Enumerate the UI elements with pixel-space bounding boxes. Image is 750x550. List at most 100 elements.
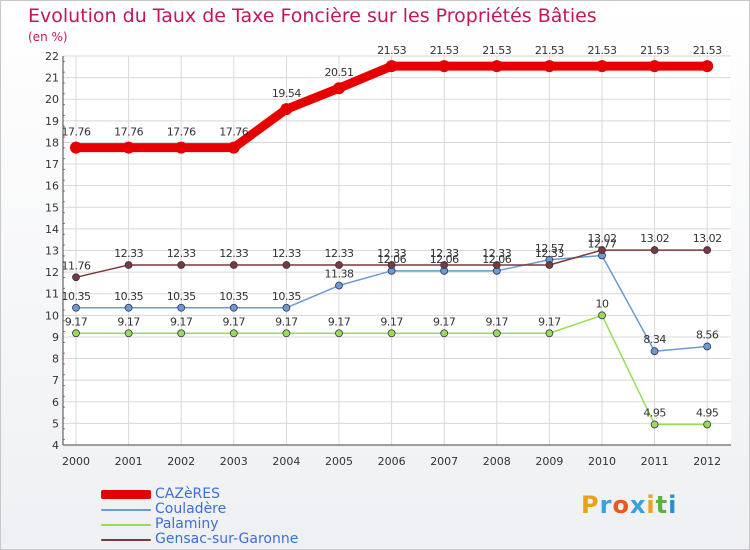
data-point — [543, 60, 556, 73]
data-point — [492, 261, 501, 269]
data-point — [440, 261, 449, 269]
data-point — [175, 141, 188, 154]
legend-label: Palaminy — [155, 516, 219, 532]
data-label: 21.53 — [535, 44, 564, 57]
data-label: 12.33 — [219, 247, 248, 260]
legend-swatch — [101, 508, 151, 511]
data-label: 12.33 — [430, 247, 459, 260]
data-label: 12.06 — [482, 253, 511, 266]
legend-label: Couladère — [155, 501, 227, 517]
data-label: 20.51 — [325, 66, 354, 79]
legend-swatch — [101, 538, 151, 541]
data-point — [650, 347, 659, 356]
y-tick-label: 19 — [45, 115, 59, 128]
data-label: 11.38 — [325, 268, 354, 281]
data-point — [70, 141, 82, 154]
data-point — [229, 303, 238, 312]
data-label: 8.56 — [696, 328, 719, 341]
data-point — [282, 261, 291, 269]
data-label: 21.53 — [377, 44, 406, 57]
data-point — [124, 261, 133, 269]
legend-label: CAZèRES — [155, 486, 221, 502]
y-tick-label: 20 — [45, 93, 59, 106]
data-label: 11.76 — [62, 259, 91, 272]
data-label: 12.33 — [114, 247, 143, 260]
data-label: 13.02 — [693, 232, 722, 245]
data-point — [650, 420, 659, 429]
data-label: 19.54 — [272, 87, 301, 100]
data-point — [490, 60, 503, 73]
x-tick-label: 2000 — [62, 455, 90, 468]
data-point — [545, 329, 554, 338]
data-label: 10.35 — [62, 290, 91, 303]
data-label: 17.76 — [167, 126, 196, 139]
data-label: 9.17 — [380, 315, 403, 328]
chart-title: Evolution du Taux de Taxe Foncière sur l… — [28, 5, 597, 27]
data-point — [387, 329, 396, 338]
data-point — [596, 60, 608, 73]
data-label: 12.33 — [167, 247, 196, 260]
data-point — [598, 311, 606, 320]
y-tick-label: 11 — [45, 288, 59, 301]
data-label: 12.06 — [430, 253, 459, 266]
data-point — [177, 261, 186, 269]
data-label: 12.33 — [377, 247, 406, 260]
data-point — [227, 141, 240, 154]
data-point — [701, 60, 714, 73]
data-label: 4.95 — [696, 406, 719, 419]
y-tick-label: 10 — [45, 309, 59, 322]
x-tick-label: 2002 — [167, 455, 195, 468]
data-point — [72, 273, 80, 282]
data-point — [229, 261, 238, 269]
x-tick-label: 2003 — [220, 455, 248, 468]
x-tick-label: 2004 — [272, 455, 300, 468]
data-point — [335, 329, 343, 338]
data-label: 21.53 — [640, 44, 669, 57]
data-point — [229, 329, 238, 338]
data-point — [492, 329, 501, 338]
x-tick-label: 2009 — [535, 455, 563, 468]
y-tick-label: 21 — [45, 72, 59, 85]
data-point — [282, 329, 291, 338]
y-tick-label: 16 — [45, 180, 59, 193]
y-tick-label: 7 — [52, 374, 59, 387]
data-point — [648, 60, 661, 73]
legend-label: Gensac-sur-Garonne — [155, 531, 299, 547]
data-label: 12.77 — [588, 237, 617, 250]
legend-item: Couladère — [101, 502, 298, 517]
data-label: 17.76 — [62, 126, 91, 139]
logo-letter: x — [629, 491, 647, 519]
data-point — [282, 303, 291, 312]
data-point — [650, 246, 659, 254]
data-label: 10.35 — [114, 290, 143, 303]
data-point — [72, 329, 80, 338]
data-point — [703, 246, 712, 254]
y-tick-label: 12 — [45, 266, 59, 279]
data-label: 9.17 — [486, 315, 509, 328]
legend-swatch — [101, 523, 151, 526]
logo-letter: o — [612, 491, 630, 519]
data-label: 12.33 — [535, 247, 564, 260]
y-tick-label: 17 — [45, 158, 59, 171]
chart-subtitle: (en %) — [28, 30, 68, 44]
data-label: 17.76 — [219, 126, 248, 139]
data-label: 8.34 — [643, 333, 666, 346]
data-point — [124, 329, 133, 338]
data-point — [122, 141, 135, 154]
data-point — [177, 329, 186, 338]
data-point — [703, 342, 712, 351]
legend-swatch — [101, 490, 151, 499]
data-point — [72, 303, 80, 312]
data-label: 17.76 — [114, 126, 143, 139]
y-tick-label: 6 — [52, 396, 59, 409]
data-label: 13.02 — [588, 232, 617, 245]
logo-letter: t — [655, 491, 669, 519]
legend: CAZèRES Couladère Palaminy Gensac-sur-Ga… — [101, 487, 298, 547]
data-point — [124, 303, 133, 312]
legend-item: Gensac-sur-Garonne — [101, 532, 298, 547]
data-label: 12.06 — [377, 253, 406, 266]
data-label: 9.17 — [433, 315, 456, 328]
data-point — [335, 281, 343, 290]
